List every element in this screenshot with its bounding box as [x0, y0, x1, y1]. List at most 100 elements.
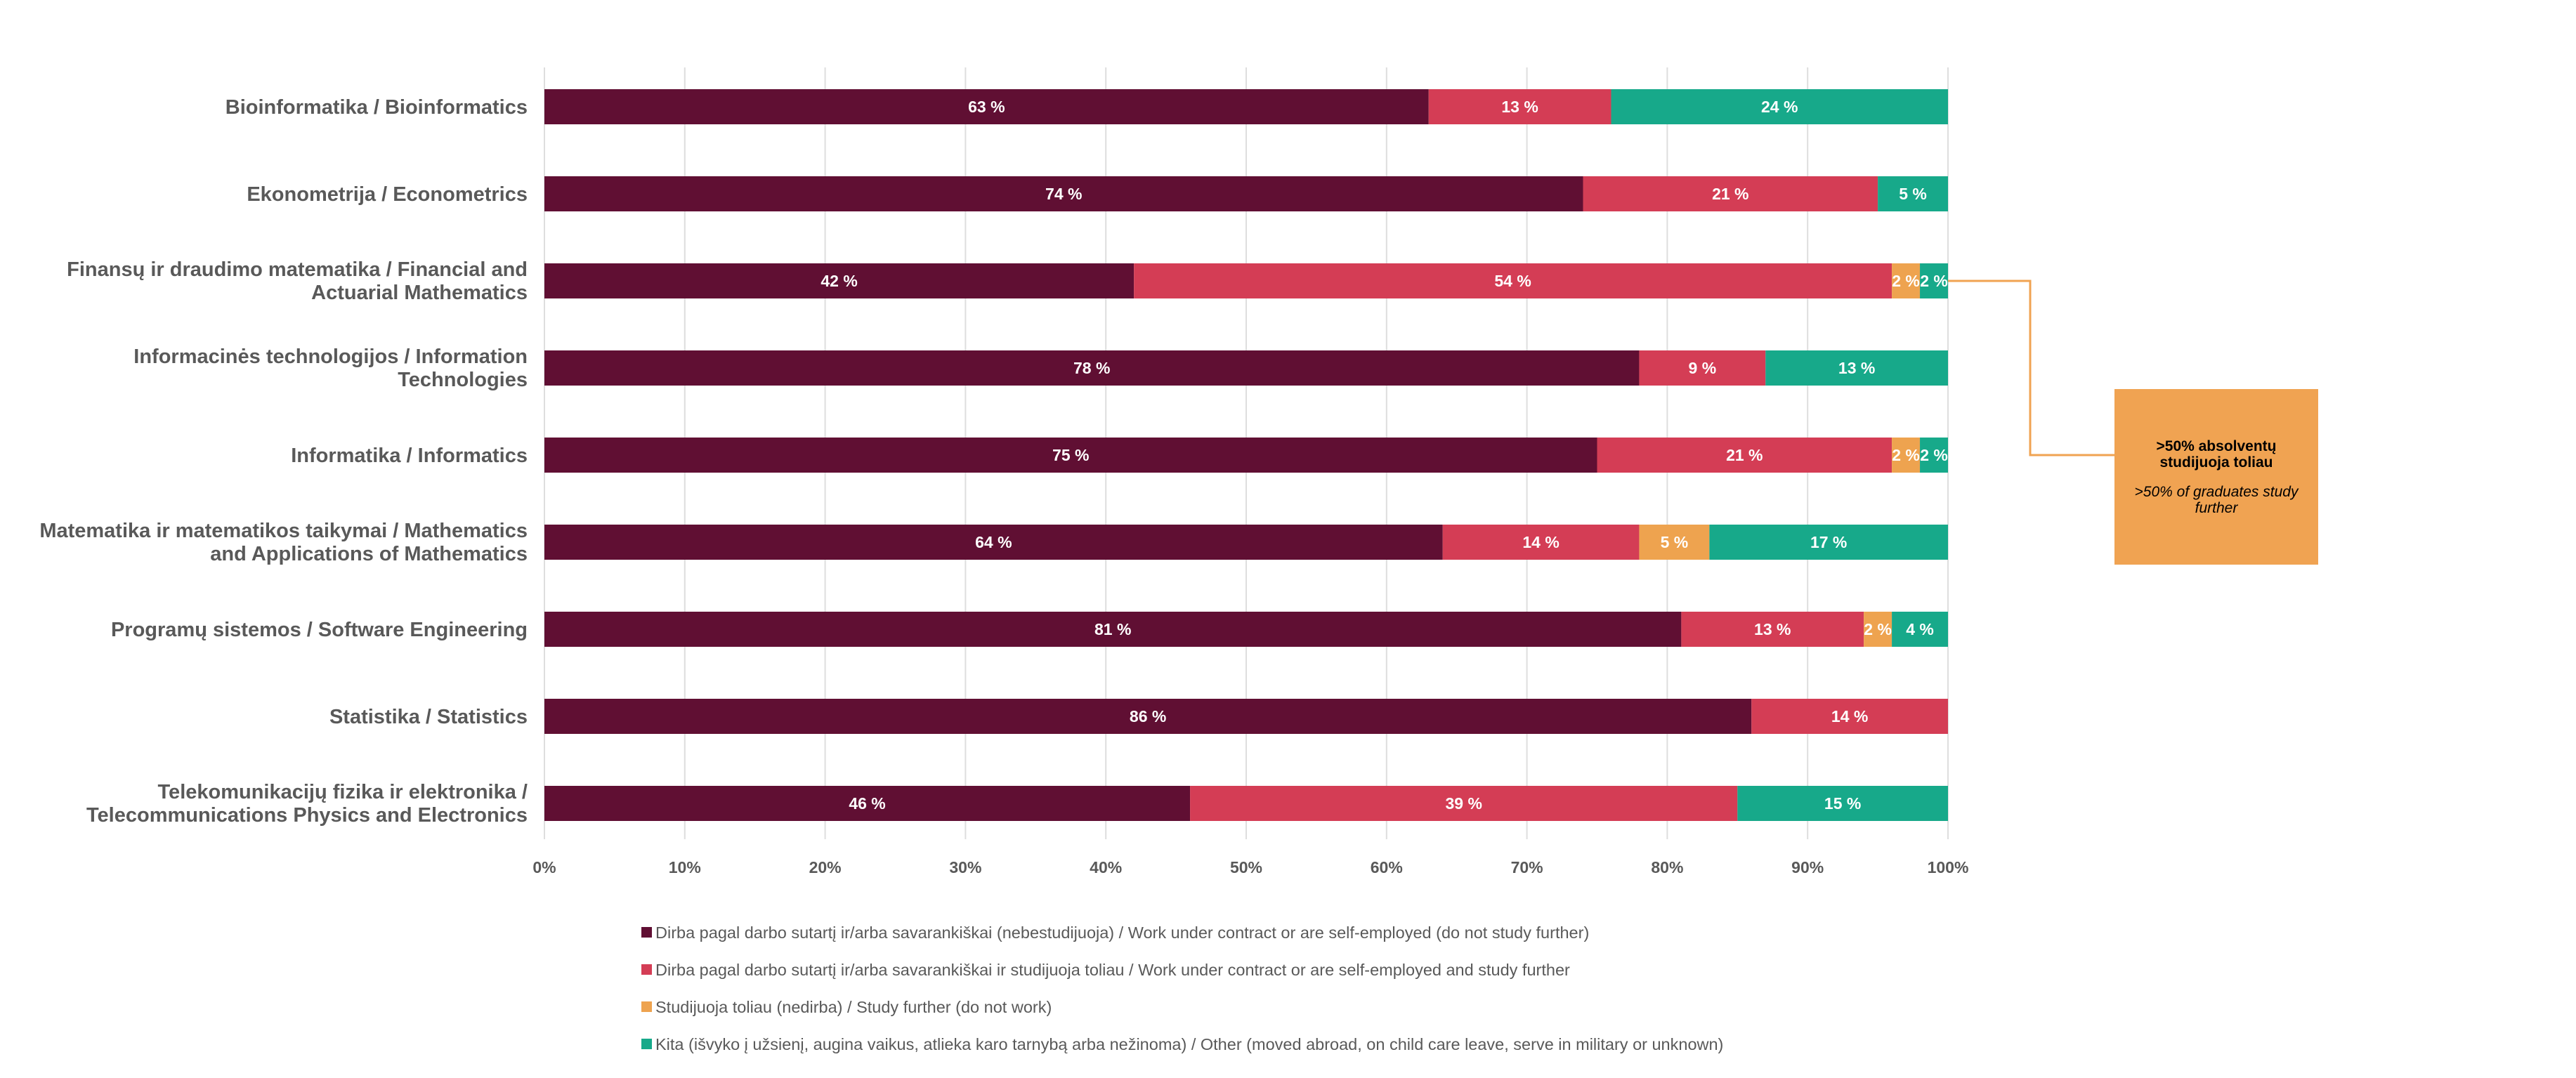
x-tick-label: 20%: [809, 858, 842, 876]
bar-segment: [1442, 525, 1640, 560]
x-tick-label: 70%: [1511, 858, 1543, 876]
bars: [544, 89, 1948, 821]
category-label-line: Technologies: [398, 369, 528, 391]
data-label: 21 %: [1726, 446, 1763, 464]
data-label: 46 %: [849, 794, 885, 813]
category-label: Bioinformatika / Bioinformatics: [225, 96, 528, 119]
bar-segment: [544, 176, 1583, 211]
bar-segment: [544, 525, 1443, 560]
bar-segment: [544, 350, 1640, 386]
bar-segment: [1709, 525, 1948, 560]
legend-entry: Kita (išvyko į užsienį, augina vaikus, a…: [655, 1035, 1723, 1053]
callout-subtitle: >50% of graduates study: [2135, 484, 2299, 500]
bar-segment: [1190, 786, 1738, 821]
data-label: 81 %: [1094, 620, 1131, 638]
category-label-line: Informacinės technologijos / Information: [133, 346, 528, 368]
data-label: 21 %: [1712, 185, 1748, 203]
bar-segment: [1864, 612, 1892, 647]
data-label: 13 %: [1501, 98, 1538, 116]
bar-segment: [1892, 438, 1921, 473]
data-label: 2 %: [1920, 446, 1948, 464]
x-tick-label: 0%: [532, 858, 556, 876]
data-labels: 63 % 13 % 24 %74 % 21 % 5 %42 % 54 % 2 % 2 %78 …: [820, 98, 1947, 813]
category-label-line: Telekomunikacijų fizika ir elektronika /: [158, 781, 528, 803]
legend-swatch: [641, 927, 652, 938]
x-tick-label: 90%: [1791, 858, 1824, 876]
legend-entry: Dirba pagal darbo sutartį ir/arba savara…: [655, 923, 1589, 942]
bar-segment: [544, 699, 1752, 734]
x-tick-label: 100%: [1928, 858, 1969, 876]
callout-title: studijuoja toliau: [2160, 454, 2273, 471]
category-label: Ekonometrija / Econometrics: [247, 183, 528, 206]
data-label: 64 %: [975, 533, 1012, 551]
data-label: 86 %: [1130, 707, 1166, 725]
callout-subtitle: further: [2195, 500, 2239, 516]
data-label: 42 %: [820, 272, 857, 290]
bar-segment: [1878, 176, 1948, 211]
bar-segment: [1639, 525, 1710, 560]
data-label: 5 %: [1661, 533, 1689, 551]
data-label: 2 %: [1892, 272, 1920, 290]
bar-segment: [1597, 438, 1892, 473]
legend-swatch: [641, 1001, 652, 1012]
bar-segment: [1681, 612, 1864, 647]
bar-segment: [544, 263, 1135, 298]
bar-segment: [1639, 350, 1766, 386]
legend-entry: Studijuoja toliau (nedirba) / Study furt…: [655, 998, 1052, 1016]
category-label-line: and Applications of Mathematics: [210, 543, 528, 565]
bar-segment: [1751, 699, 1948, 734]
callout-title: >50% absolventų: [2157, 438, 2277, 454]
data-label: 17 %: [1810, 533, 1847, 551]
bar-segment: [544, 89, 1429, 124]
category-label-line: Informatika / Informatics: [291, 445, 528, 467]
data-label: 13 %: [1754, 620, 1791, 638]
category-label: Programų sistemos / Software Engineering: [111, 619, 528, 641]
category-label-line: Telecommunications Physics and Electroni…: [86, 804, 528, 827]
data-label: 15 %: [1824, 794, 1861, 813]
data-label: 39 %: [1445, 794, 1482, 813]
category-label-line: Ekonometrija / Econometrics: [247, 183, 528, 206]
bar-segment: [544, 786, 1191, 821]
data-label: 14 %: [1522, 533, 1559, 551]
data-label: 4 %: [1906, 620, 1934, 638]
data-label: 9 %: [1689, 359, 1717, 377]
bar-segment: [544, 612, 1682, 647]
category-labels: Bioinformatika / Bioinformatics Ekonometr…: [39, 96, 528, 827]
bar-segment: [544, 438, 1597, 473]
data-label: 2 %: [1864, 620, 1892, 638]
category-label-line: Matematika ir matematikos taikymai / Mat…: [39, 520, 528, 542]
x-axis-tick-labels: 0% 10% 20% 30% 40% 50% 60% 70% 80% 90% 100%: [532, 858, 1968, 876]
bar-segment: [1583, 176, 1878, 211]
category-label-line: Actuarial Mathematics: [311, 282, 528, 304]
category-label-line: Programų sistemos / Software Engineering: [111, 619, 528, 641]
bar-segment: [1920, 438, 1948, 473]
x-tick-label: 40%: [1090, 858, 1122, 876]
data-label: 13 %: [1838, 359, 1875, 377]
category-label: Telekomunikacijų fizika ir elektronika /…: [86, 781, 528, 827]
data-label: 54 %: [1494, 272, 1531, 290]
legend-swatch: [641, 964, 652, 975]
bar-segment: [1611, 89, 1948, 124]
data-label: 14 %: [1831, 707, 1868, 725]
data-label: 63 %: [968, 98, 1005, 116]
callout-box: [2114, 389, 2318, 565]
legend: Dirba pagal darbo sutartį ir/arba savara…: [641, 923, 1723, 1053]
bar-segment: [1892, 612, 1948, 647]
category-label: Informatika / Informatics: [291, 445, 528, 467]
bar-segment: [1765, 350, 1948, 386]
data-label: 78 %: [1073, 359, 1110, 377]
category-label: Matematika ir matematikos taikymai / Mat…: [39, 520, 528, 565]
category-label-line: Finansų ir draudimo matematika / Financi…: [67, 258, 528, 281]
callout-connector: [1948, 280, 2114, 456]
bar-segment: [1737, 786, 1948, 821]
category-label: Finansų ir draudimo matematika / Financi…: [67, 258, 528, 304]
category-label-line: Bioinformatika / Bioinformatics: [225, 96, 528, 119]
legend-entry: Dirba pagal darbo sutartį ir/arba savara…: [655, 961, 1570, 979]
category-label: Statistika / Statistics: [329, 706, 528, 728]
category-label-line: Statistika / Statistics: [329, 706, 528, 728]
data-label: 24 %: [1761, 98, 1798, 116]
data-label: 5 %: [1899, 185, 1927, 203]
x-tick-label: 30%: [949, 858, 981, 876]
